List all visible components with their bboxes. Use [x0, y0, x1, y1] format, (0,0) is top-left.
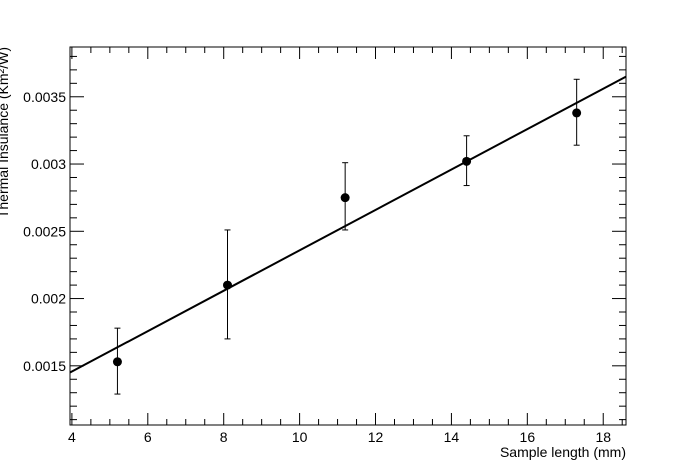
data-point: [112, 357, 122, 367]
x-axis-ticks: 4 6 8 10 12 14 16 18: [68, 47, 611, 445]
y-tick-label: 0.0015: [23, 358, 66, 374]
x-tick-label: 6: [144, 429, 152, 445]
x-tick-label: 14: [444, 429, 460, 445]
y-tick-label: 0.002: [31, 291, 66, 307]
minor-ticks: [70, 47, 626, 425]
x-tick-label: 4: [68, 429, 76, 445]
x-tick-label: 18: [595, 429, 611, 445]
x-tick-label: 12: [368, 429, 384, 445]
plot-frame: [69, 46, 627, 426]
x-axis-label: Sample length (mm): [500, 444, 626, 460]
data-points: [112, 78, 582, 395]
x-tick-label: 8: [220, 429, 228, 445]
y-axis-label: Thermal Insulance (Km²/W): [0, 47, 11, 218]
data-point: [572, 108, 582, 118]
data-point: [340, 193, 350, 203]
y-tick-label: 0.0025: [23, 223, 66, 239]
data-point: [462, 156, 472, 166]
y-axis-ticks: 0.0015 0.002 0.0025 0.003 0.0035: [23, 89, 626, 374]
fit-line-group: [69, 75, 627, 374]
x-tick-label: 10: [292, 429, 308, 445]
data-point: [223, 280, 233, 290]
y-tick-label: 0.003: [31, 156, 66, 172]
y-tick-label: 0.0035: [23, 89, 66, 105]
x-tick-label: 16: [520, 429, 536, 445]
fit-line: [69, 75, 627, 374]
